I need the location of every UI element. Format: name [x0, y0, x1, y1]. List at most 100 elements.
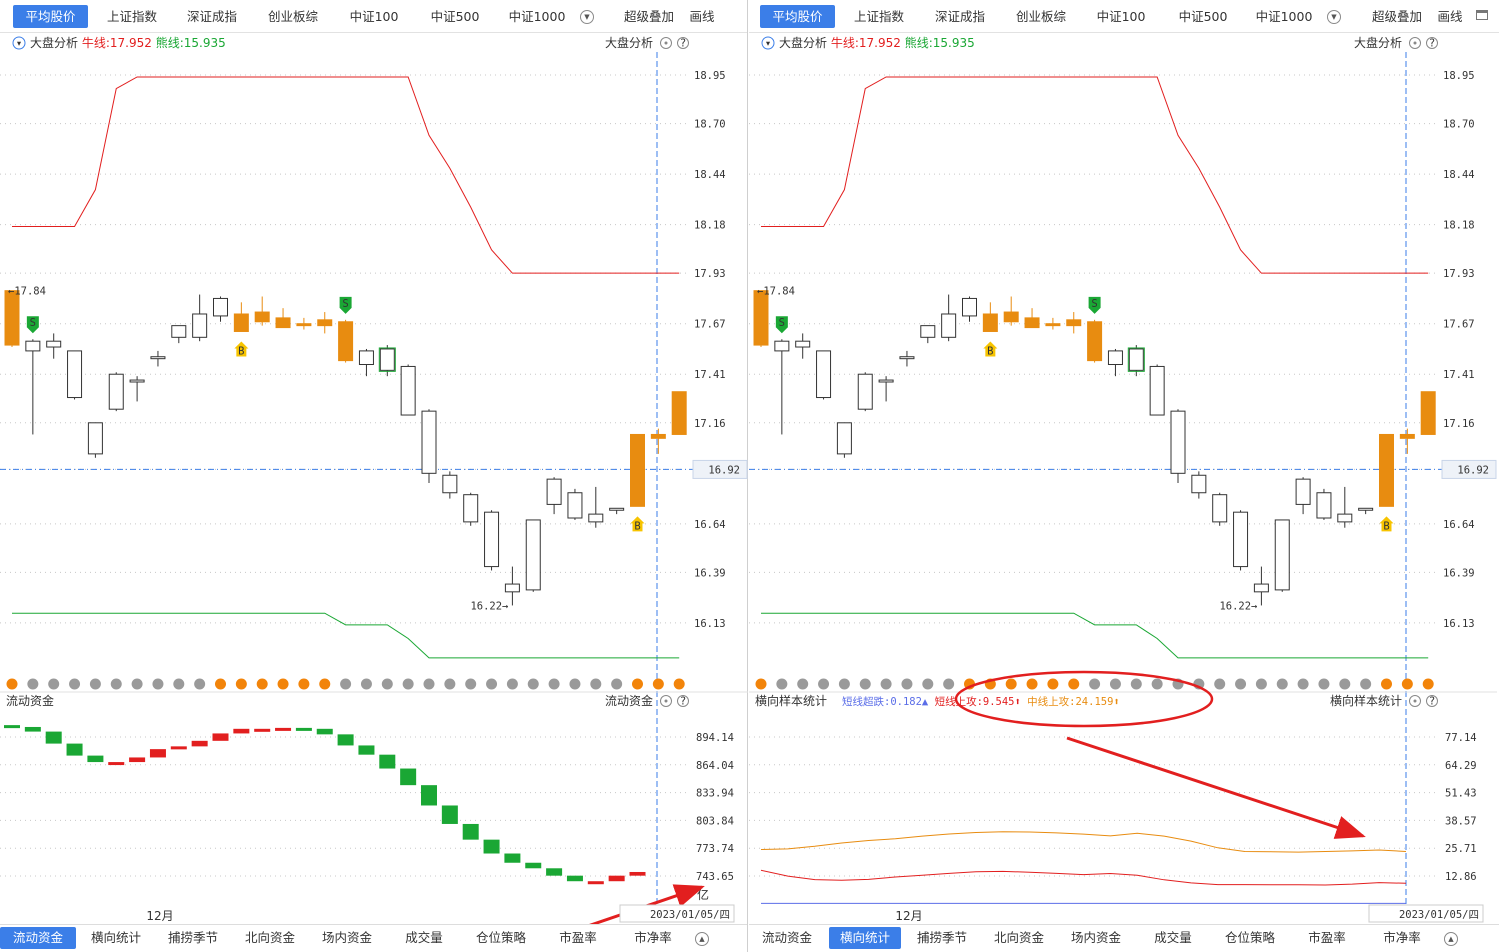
- price-tick-label: 16.13: [1443, 618, 1475, 630]
- bottom-tab-bar: 流动资金 横向统计 捕捞季节 北向资金 场内资金 成交量 仓位策略 市盈率 市净率 ▲: [0, 924, 747, 952]
- candle-body: [379, 348, 395, 371]
- price-tick-label: 17.93: [694, 268, 726, 280]
- sell-signal-icon: [26, 316, 39, 334]
- candle-body: [421, 410, 437, 474]
- candle-body: [1316, 492, 1332, 519]
- status-dot: [632, 678, 643, 690]
- tab-shenzhen-index[interactable]: 深证成指: [934, 9, 985, 24]
- window-icon[interactable]: [1476, 10, 1488, 20]
- status-dot: [1089, 678, 1101, 690]
- bottom-tab-1[interactable]: 横向统计: [829, 927, 901, 949]
- tab-csi100[interactable]: 中证100: [349, 9, 399, 24]
- candle-body: [609, 507, 625, 511]
- sell-signal-icon: [1088, 296, 1101, 314]
- right-panel: 平均股价 上证指数 深证成指 创业板综 中证100 中证500 中证1000 ▼…: [749, 0, 1499, 952]
- fund-bar: [87, 755, 104, 763]
- collapse-icon-arrow: ▾: [16, 38, 22, 50]
- status-dot: [1318, 678, 1330, 690]
- bottom-tab-1[interactable]: 横向统计: [90, 930, 141, 945]
- bottom-tab-0[interactable]: 流动资金: [0, 927, 76, 949]
- fund-bar: [525, 862, 542, 869]
- status-dot: [527, 678, 539, 690]
- bottom-tab-bar: 流动资金 横向统计 捕捞季节 北向资金 场内资金 成交量 仓位策略 市盈率 市净率 ▲: [749, 924, 1499, 952]
- status-dot: [152, 678, 164, 690]
- tab-shanghai-index[interactable]: 上证指数: [106, 9, 157, 24]
- candle-body: [941, 313, 957, 338]
- stats-series-line: [760, 831, 1407, 853]
- tab-chinext[interactable]: 创业板综: [1015, 9, 1066, 24]
- chevron-down-icon[interactable]: ▼: [1327, 10, 1341, 24]
- candle-body: [484, 511, 500, 568]
- candle-body: [171, 325, 187, 338]
- tab-draw-line[interactable]: 画线: [1437, 9, 1463, 24]
- tab-draw-line[interactable]: 画线: [689, 9, 715, 24]
- tab-shenzhen-index[interactable]: 深证成指: [186, 9, 237, 24]
- tab-super-overlay[interactable]: 超级叠加: [623, 9, 674, 24]
- bottom-tab-4[interactable]: 场内资金: [1070, 930, 1121, 945]
- fund-bar: [233, 728, 250, 734]
- candle-body: [1337, 513, 1353, 523]
- price-tick-label: 17.16: [694, 418, 726, 430]
- tab-csi1000[interactable]: 中证1000: [508, 9, 566, 24]
- bottom-tab-7[interactable]: 市盈率: [1308, 930, 1346, 945]
- left-chart-area[interactable]: ▾ 大盘分析 牛线:17.952 熊线:15.935 大盘分析 ?18.9518.70…: [0, 0, 748, 924]
- sub-chart-title-right: 横向样本统计: [1330, 693, 1402, 708]
- buy-signal-label: B: [987, 345, 993, 357]
- bottom-tab-2[interactable]: 捕捞季节: [916, 930, 967, 945]
- candle-body: [1003, 311, 1019, 323]
- status-dot: [818, 678, 830, 690]
- sell-signal-label: S: [342, 298, 348, 310]
- tab-chinext[interactable]: 创业板综: [267, 9, 318, 24]
- tab-csi500[interactable]: 中证500: [430, 9, 480, 24]
- tab-super-overlay[interactable]: 超级叠加: [1371, 9, 1422, 24]
- high-price-label: ←17.84: [757, 286, 795, 298]
- status-dot: [1214, 678, 1226, 690]
- bear-line: [761, 612, 1429, 659]
- chevron-up-icon[interactable]: ▲: [695, 932, 709, 946]
- sell-signal-label: S: [30, 317, 36, 329]
- fund-bar: [504, 853, 521, 863]
- status-dot: [1047, 678, 1059, 690]
- right-chart-area[interactable]: ▾ 大盘分析 牛线:17.952 熊线:15.935 大盘分析 ?18.9518.70…: [749, 0, 1499, 924]
- tab-average-price[interactable]: 平均股价: [13, 5, 88, 28]
- price-tick-label: 16.39: [694, 567, 726, 579]
- bottom-tab-6[interactable]: 仓位策略: [475, 930, 526, 945]
- bottom-tab-0[interactable]: 流动资金: [761, 930, 812, 945]
- candle-body: [1087, 321, 1103, 362]
- tab-csi500[interactable]: 中证500: [1178, 9, 1228, 24]
- bottom-tab-8[interactable]: 市净率: [634, 930, 672, 945]
- fund-bar: [358, 745, 375, 755]
- bottom-tab-8[interactable]: 市净率: [1383, 930, 1421, 945]
- status-dot: [298, 678, 310, 690]
- candle-body: [25, 340, 41, 352]
- price-tick-label: 18.18: [694, 220, 726, 232]
- short-drop-value: 短线超跌:0.182▲: [842, 695, 935, 708]
- status-dot: [215, 678, 226, 690]
- chevron-up-icon[interactable]: ▲: [1444, 932, 1458, 946]
- bottom-tab-4[interactable]: 场内资金: [321, 930, 372, 945]
- tab-shanghai-index[interactable]: 上证指数: [853, 9, 904, 24]
- status-dot: [1339, 678, 1351, 690]
- bull-line-value: 牛线:17.952: [82, 35, 156, 50]
- bottom-tab-3[interactable]: 北向资金: [993, 930, 1044, 945]
- tab-csi100[interactable]: 中证100: [1096, 9, 1146, 24]
- bottom-tab-3[interactable]: 北向资金: [244, 930, 295, 945]
- tab-csi1000[interactable]: 中证1000: [1255, 9, 1313, 24]
- bull-line-value: 牛线:17.952: [831, 35, 905, 50]
- status-dot: [859, 678, 871, 690]
- bottom-tab-5[interactable]: 成交量: [1154, 930, 1192, 945]
- bottom-tab-6[interactable]: 仓位策略: [1224, 930, 1275, 945]
- bottom-tab-5[interactable]: 成交量: [405, 930, 443, 945]
- top-tab-bar: 平均股价 上证指数 深证成指 创业板综 中证100 中证500 中证1000 ▼…: [0, 0, 747, 33]
- tab-average-price[interactable]: 平均股价: [760, 5, 835, 28]
- price-tick-label: 18.44: [1443, 169, 1475, 181]
- candle-body: [1191, 474, 1207, 494]
- chevron-down-icon[interactable]: ▼: [580, 10, 594, 24]
- bottom-tab-7[interactable]: 市盈率: [559, 930, 597, 945]
- candle-body: [108, 373, 124, 410]
- main-chart-header: 大盘分析 牛线:17.952 熊线:15.935: [779, 35, 975, 50]
- candle-body: [1128, 348, 1144, 371]
- candle-body: [899, 356, 915, 360]
- sub-chart-title-right: 流动资金: [605, 693, 653, 708]
- bottom-tab-2[interactable]: 捕捞季节: [167, 930, 218, 945]
